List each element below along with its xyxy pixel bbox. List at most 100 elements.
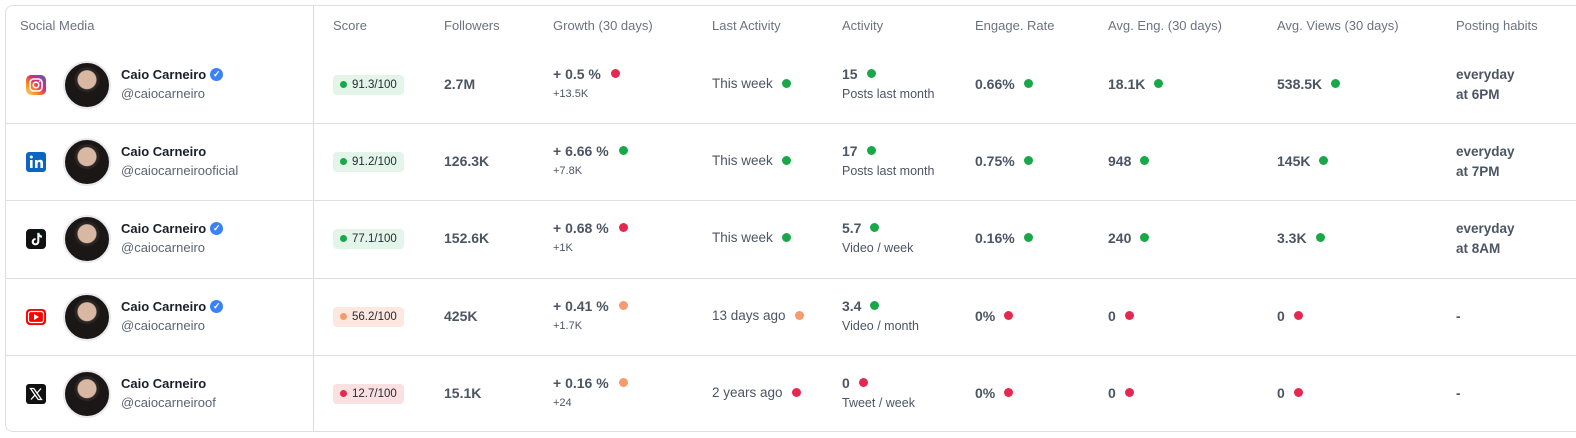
activity-value: 17 xyxy=(842,142,858,159)
engage-rate-status-dot xyxy=(1004,311,1014,320)
header-activity[interactable]: Activity xyxy=(842,18,884,33)
account-name-text: Caio Carneiro xyxy=(121,298,207,314)
avg-views: 3.3K xyxy=(1277,230,1325,246)
engage-rate: 0% xyxy=(975,385,1014,401)
engage-rate: 0.75% xyxy=(975,153,1033,169)
account-name[interactable]: Caio Carneiro ✓ xyxy=(121,298,224,314)
score-badge: 91.3/100 xyxy=(333,74,404,95)
avatar[interactable] xyxy=(63,369,111,418)
last-activity-status-dot xyxy=(791,387,801,397)
score-badge: 56.2/100 xyxy=(333,306,404,327)
row-divider xyxy=(5,355,1576,356)
header-avg-eng[interactable]: Avg. Eng. (30 days) xyxy=(1108,18,1222,33)
instagram-icon xyxy=(25,74,47,96)
score-status-dot xyxy=(340,390,347,397)
header-growth[interactable]: Growth (30 days) xyxy=(553,18,653,33)
score-value: 91.2/100 xyxy=(352,155,397,168)
avg-engagement-value: 0 xyxy=(1108,384,1116,401)
avg-views: 0 xyxy=(1277,385,1303,401)
posting-habit: everyday at 7PM xyxy=(1456,142,1515,182)
growth-percent-value: + 0.68 % xyxy=(553,219,609,236)
avg-views-value: 0 xyxy=(1277,384,1285,401)
header-followers[interactable]: Followers xyxy=(444,18,500,33)
activity-unit: Tweet / week xyxy=(842,395,915,410)
activity-status-dot xyxy=(870,223,880,232)
engage-rate-value: 0% xyxy=(975,307,996,324)
score-status-dot xyxy=(340,235,347,242)
posting-habit-line2: at 6PM xyxy=(1456,86,1500,102)
growth-absolute: +13.5K xyxy=(553,87,589,100)
account-name-text: Caio Carneiro xyxy=(121,220,207,236)
avatar[interactable] xyxy=(63,137,111,186)
growth-percent: + 0.41 % xyxy=(553,298,628,314)
avg-engagement: 0 xyxy=(1108,385,1134,401)
avg-engagement-value: 18.1K xyxy=(1108,75,1146,92)
avg-engagement-value: 240 xyxy=(1108,229,1132,246)
account-name[interactable]: Caio Carneiro xyxy=(121,376,206,391)
header-engage-rate[interactable]: Engage. Rate xyxy=(975,18,1055,33)
account-name-text: Caio Carneiro xyxy=(121,66,207,82)
last-activity-value: This week xyxy=(712,75,773,91)
avg-engagement-status-dot xyxy=(1154,79,1164,88)
score-status-dot xyxy=(340,158,347,165)
account-name[interactable]: Caio Carneiro xyxy=(121,144,206,159)
activity-unit: Video / week xyxy=(842,240,914,255)
posting-habit: - xyxy=(1456,308,1461,324)
avg-views: 145K xyxy=(1277,153,1329,169)
avg-views: 538.5K xyxy=(1277,76,1341,92)
engage-rate: 0.16% xyxy=(975,230,1033,246)
posting-habit-line1: everyday xyxy=(1456,220,1515,236)
activity: 17 xyxy=(842,143,876,159)
last-activity-status-dot xyxy=(781,232,791,242)
last-activity: This week xyxy=(712,230,791,245)
posting-habit: everyday at 8AM xyxy=(1456,219,1515,259)
score-value: 12.7/100 xyxy=(352,387,397,400)
posting-habit: - xyxy=(1456,385,1461,401)
score-status-dot xyxy=(340,81,347,88)
account-name[interactable]: Caio Carneiro ✓ xyxy=(121,66,224,82)
avg-engagement-status-dot xyxy=(1124,311,1134,320)
header-last-activity[interactable]: Last Activity xyxy=(712,18,781,33)
engage-rate-value: 0.66% xyxy=(975,75,1015,92)
linkedin-icon xyxy=(25,151,47,173)
last-activity: 13 days ago xyxy=(712,308,804,323)
header-posting-habits[interactable]: Posting habits xyxy=(1456,18,1538,33)
activity: 0 xyxy=(842,375,868,391)
verified-badge-icon: ✓ xyxy=(210,221,224,235)
last-activity: 2 years ago xyxy=(712,385,801,400)
last-activity-status-dot xyxy=(781,78,791,88)
avatar[interactable] xyxy=(63,214,111,263)
avg-views-status-dot xyxy=(1319,156,1329,165)
growth-absolute: +1K xyxy=(553,241,573,254)
header-social-media[interactable]: Social Media xyxy=(20,18,95,33)
growth-absolute: +1.7K xyxy=(553,319,583,332)
last-activity: This week xyxy=(712,153,791,168)
avatar[interactable] xyxy=(63,292,111,341)
posting-habit-line2: at 7PM xyxy=(1456,163,1500,179)
posting-habit-line1: everyday xyxy=(1456,66,1515,82)
score-badge: 12.7/100 xyxy=(333,383,404,404)
youtube-icon xyxy=(25,306,47,328)
row-divider xyxy=(5,200,1576,201)
avg-engagement-status-dot xyxy=(1140,156,1150,165)
account-name-text: Caio Carneiro xyxy=(121,143,207,159)
account-handle: @caiocarneiro xyxy=(121,317,206,333)
growth-status-dot xyxy=(610,69,620,78)
avg-views-status-dot xyxy=(1315,233,1325,242)
score-badge: 91.2/100 xyxy=(333,151,404,172)
growth-percent: + 6.66 % xyxy=(553,143,628,159)
header-avg-views[interactable]: Avg. Views (30 days) xyxy=(1277,18,1399,33)
avatar[interactable] xyxy=(63,60,111,109)
growth-status-dot xyxy=(618,223,628,232)
header-score[interactable]: Score xyxy=(333,18,367,33)
verified-badge-icon: ✓ xyxy=(210,67,224,81)
avg-engagement-status-dot xyxy=(1140,233,1150,242)
engage-rate-status-dot xyxy=(1023,156,1033,165)
avg-views-value: 3.3K xyxy=(1277,229,1307,246)
score-status-dot xyxy=(340,313,347,320)
growth-percent: + 0.68 % xyxy=(553,220,628,236)
row-divider xyxy=(5,123,1576,124)
account-name[interactable]: Caio Carneiro ✓ xyxy=(121,220,224,236)
engage-rate: 0% xyxy=(975,307,1014,324)
growth-status-dot xyxy=(618,146,628,155)
